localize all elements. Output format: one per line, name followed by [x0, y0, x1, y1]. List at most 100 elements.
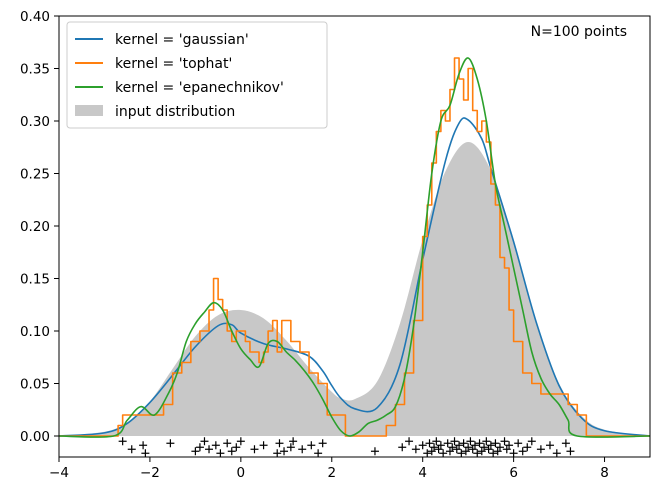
sample-marker: [455, 441, 464, 450]
sample-marker: [561, 439, 570, 448]
axes: −4 −2 0 2 4 6 8 0.00 0.05 0.10 0.15 0.20 0.25 0.30 0.3…: [20, 9, 651, 481]
sample-marker: [118, 437, 127, 446]
sample-marker: [466, 437, 475, 446]
legend-label: kernel = 'tophat': [115, 56, 232, 72]
sample-marker: [475, 439, 484, 448]
x-tick-label: 2: [327, 465, 336, 481]
sample-marker: [486, 441, 495, 450]
sample-marker: [523, 443, 532, 452]
sample-marker: [470, 441, 479, 450]
y-tick-label: 0.10: [20, 324, 50, 340]
sample-marker: [518, 447, 527, 456]
sample-marker: [398, 443, 407, 452]
sample-marker: [195, 443, 204, 452]
legend-item-input: input distribution: [75, 104, 235, 120]
sample-marker: [432, 437, 441, 446]
x-tick-label: 6: [509, 465, 518, 481]
sample-marker: [536, 445, 545, 454]
sample-marker: [289, 437, 298, 446]
sample-marker: [232, 443, 241, 452]
sample-marker: [480, 443, 489, 452]
legend-item-gaussian: kernel = 'gaussian': [75, 32, 249, 48]
x-tick-label: 8: [600, 465, 609, 481]
sample-marker: [191, 447, 200, 456]
legend-box: [66, 21, 328, 129]
sample-marker: [459, 439, 468, 448]
y-tick-label: 0.20: [20, 219, 50, 235]
axes-frame: [58, 15, 651, 458]
x-tick-label: −2: [140, 465, 160, 481]
sample-marker: [500, 437, 509, 446]
sample-marker: [464, 443, 473, 452]
sample-marker: [250, 445, 259, 454]
sample-marker: [286, 443, 295, 452]
sample-marker: [227, 447, 236, 456]
epanechnikov-kde-line: [59, 57, 650, 438]
sample-marker: [473, 449, 482, 457]
sample-marker: [527, 437, 536, 446]
sample-marker: [127, 445, 136, 454]
y-tick-label: 0.40: [20, 9, 50, 25]
sample-marker: [430, 443, 439, 452]
sample-marker: [509, 449, 518, 457]
sample-marker: [298, 445, 307, 454]
sample-marker: [307, 441, 316, 450]
sample-marker: [545, 441, 554, 450]
sample-marker: [566, 447, 575, 456]
sample-marker: [280, 447, 289, 456]
sample-marker: [495, 443, 504, 452]
sample-marker: [439, 449, 448, 457]
legend-item-epanechnikov: kernel = 'epanechnikov': [75, 80, 284, 96]
sample-marker: [552, 449, 561, 457]
sample-marker: [405, 437, 414, 446]
sample-marker: [273, 449, 282, 457]
plot-content: [59, 57, 650, 457]
legend-item-tophat: kernel = 'tophat': [75, 56, 232, 72]
sample-marker: [141, 449, 150, 457]
sample-marker: [211, 441, 220, 450]
sample-marker: [205, 445, 214, 454]
sample-marker: [436, 441, 445, 450]
sample-marker: [318, 439, 327, 448]
sample-marker: [236, 437, 245, 446]
sample-marker: [489, 449, 498, 457]
sample-marker: [216, 449, 225, 457]
sample-marker: [314, 449, 323, 457]
y-tick-label: 0.00: [20, 429, 50, 445]
sample-marker: [514, 439, 523, 448]
sample-marker: [259, 441, 268, 450]
sample-marker: [505, 441, 514, 450]
sample-marker: [223, 439, 232, 448]
legend-label: kernel = 'epanechnikov': [115, 80, 284, 96]
gaussian-kde-line: [59, 117, 650, 437]
sample-marker: [139, 441, 148, 450]
sample-marker: [411, 445, 420, 454]
x-tick-label: −4: [49, 465, 69, 481]
sample-marker: [418, 441, 427, 450]
plot-area: [59, 57, 650, 457]
sample-marker: [166, 439, 175, 448]
y-tick-label: 0.25: [20, 167, 50, 183]
sample-marker: [443, 439, 452, 448]
y-tick-label: 0.35: [20, 62, 50, 78]
tophat-kde-line: [59, 57, 650, 437]
sample-marker: [450, 437, 459, 446]
legend-label: kernel = 'gaussian': [115, 32, 249, 48]
legend: kernel = 'gaussian' kernel = 'tophat' kern…: [66, 21, 328, 129]
annotation-n-points: N=100 points: [531, 24, 627, 40]
legend-swatch-patch: [75, 105, 103, 116]
sample-marker: [423, 449, 432, 457]
sample-marker: [491, 439, 500, 448]
sample-marker: [457, 449, 466, 457]
sample-marker: [200, 437, 209, 446]
sample-marker: [425, 439, 434, 448]
y-tick-label: 0.30: [20, 114, 50, 130]
legend-label: input distribution: [115, 104, 235, 120]
x-tick-label: 4: [418, 465, 427, 481]
input-distribution-area: [59, 141, 650, 436]
sample-marker: [448, 443, 457, 452]
sample-marker: [370, 447, 379, 456]
x-tick-label: 0: [237, 465, 246, 481]
sample-marker: [275, 439, 284, 448]
